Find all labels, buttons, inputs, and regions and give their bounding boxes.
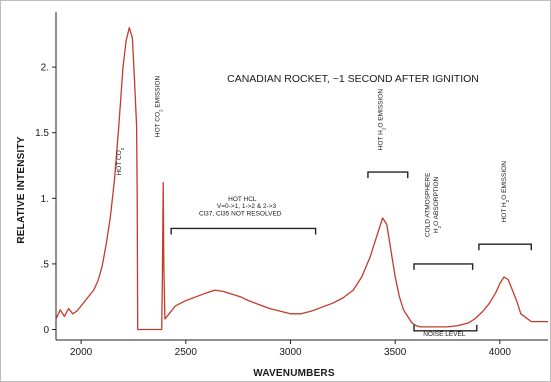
cold-bracket (413, 263, 474, 270)
annotation-h2o-absorption: H2O ABSORPTION (433, 176, 442, 233)
chart-title: CANADIAN ROCKET, ~1 SECOND AFTER IGNITIO… (227, 73, 479, 85)
annotation-hot-hcl-bands: V=0->1, 1->2 & 2->3 (217, 203, 277, 210)
x-axis-label: WAVENUMBERS (253, 368, 335, 379)
y-tick-label: 1.5 (35, 128, 49, 139)
x-tick-label: 4000 (489, 347, 512, 358)
plot-area (55, 27, 548, 331)
annotation-noise-level: NOISE LEVEL (423, 331, 466, 338)
h2o-bracket-2 (478, 243, 532, 251)
annotation-hot-h2o-emission-2: HOT H2O EMISSION (501, 161, 510, 223)
y-tick-label: .5 (41, 259, 50, 270)
h2o-bracket-1 (367, 171, 409, 179)
spectrum-line (55, 27, 548, 331)
y-tick-label: 1. (41, 194, 49, 205)
annotation-hot-hcl-isotopes: Cl37, Cl35 NOT RESOLVED (199, 210, 282, 217)
noise-bracket (413, 324, 478, 332)
axes: 0 .5 1. 1.5 2. 2000 2500 3000 3500 4000 (35, 12, 548, 358)
x-tick-label: 2500 (175, 347, 198, 358)
annotation-hot-h2o-emission-1: HOT H2O EMISSION (378, 89, 387, 151)
y-tick-label: 0 (43, 325, 49, 336)
annotation-hot-co2-emission: HOT CO2 EMISSION (155, 76, 164, 138)
y-tick-label: 2. (41, 63, 49, 74)
hcl-bracket (170, 227, 317, 235)
annotation-hot-hcl: HOT HCL (228, 196, 257, 203)
x-tick-label: 3500 (384, 347, 407, 358)
x-tick-label: 2000 (70, 347, 93, 358)
annotation-cold-atmosphere: COLD ATMOSPHERE (425, 172, 432, 237)
x-tick-label: 3000 (279, 347, 302, 358)
y-axis-label: RELATIVE INTENSITY (16, 136, 27, 243)
annotation-hot-co2: HOT CO2 (116, 147, 125, 175)
